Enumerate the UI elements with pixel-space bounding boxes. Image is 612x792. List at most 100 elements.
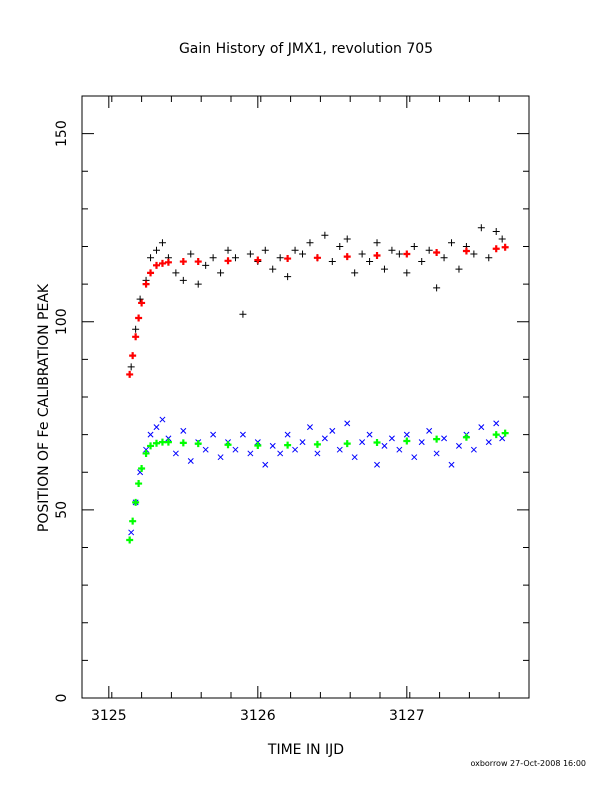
data-point	[128, 529, 135, 536]
data-point	[501, 243, 509, 251]
data-point	[194, 440, 202, 448]
data-point	[147, 254, 155, 262]
data-point	[499, 435, 506, 442]
data-point	[284, 273, 292, 281]
data-point	[314, 450, 321, 457]
data-point	[262, 461, 269, 468]
data-point	[269, 442, 276, 449]
data-point	[336, 446, 343, 453]
data-point	[373, 439, 381, 447]
data-point	[143, 446, 150, 453]
data-point	[129, 517, 137, 525]
data-point	[172, 269, 180, 277]
data-point	[299, 250, 307, 258]
data-point	[380, 265, 388, 273]
data-point	[344, 420, 351, 427]
data-point	[470, 446, 477, 453]
data-point	[374, 461, 380, 468]
data-point	[426, 427, 433, 434]
data-point	[172, 450, 179, 457]
data-point	[132, 498, 140, 506]
y-tick-label: 150	[54, 120, 70, 147]
data-point	[276, 254, 284, 262]
data-point	[159, 416, 166, 423]
data-point	[254, 256, 262, 264]
data-point	[418, 258, 426, 266]
data-point	[433, 284, 441, 292]
data-point	[492, 431, 500, 439]
data-point	[187, 250, 195, 258]
data-point	[351, 454, 358, 461]
data-point	[224, 246, 232, 254]
data-point	[165, 435, 172, 442]
data-point	[366, 258, 374, 266]
data-point	[179, 276, 187, 284]
data-point	[455, 265, 463, 273]
data-point	[153, 424, 160, 431]
data-point	[126, 370, 134, 378]
data-point	[403, 269, 411, 277]
data-point	[210, 431, 217, 438]
data-point	[231, 254, 239, 262]
data-point	[153, 439, 160, 447]
data-point	[138, 299, 146, 307]
data-point	[493, 420, 500, 427]
data-point	[313, 254, 321, 262]
data-point	[343, 235, 351, 243]
data-point	[217, 454, 224, 461]
series-3	[126, 429, 509, 544]
data-point	[477, 224, 485, 232]
y-axis-label: POSITION OF Fe CALIBRATION PEAK	[36, 283, 52, 532]
data-point	[180, 427, 187, 434]
data-point	[179, 439, 187, 447]
data-point	[127, 363, 135, 371]
data-point	[410, 243, 418, 250]
data-point	[433, 450, 440, 457]
data-point	[135, 480, 143, 488]
data-point	[328, 258, 336, 266]
data-point	[470, 250, 478, 258]
chart-title: Gain History of JMX1, revolution 705	[179, 41, 433, 57]
data-point	[306, 239, 314, 247]
data-point	[425, 246, 433, 254]
data-point	[492, 245, 500, 253]
series-0	[127, 224, 506, 371]
data-point	[126, 536, 134, 544]
data-point	[343, 440, 351, 448]
data-point	[158, 438, 166, 446]
data-point	[232, 446, 239, 453]
data-point	[306, 424, 313, 431]
data-point	[501, 429, 509, 437]
data-point	[366, 431, 373, 438]
data-point	[246, 250, 254, 258]
data-point	[158, 239, 166, 247]
data-point	[284, 441, 292, 449]
y-tick-label: 100	[54, 308, 70, 335]
data-point	[136, 295, 144, 303]
data-point	[292, 446, 299, 453]
data-point	[194, 280, 202, 288]
data-marks	[126, 224, 509, 544]
series-1	[126, 243, 509, 378]
data-point	[129, 352, 137, 360]
y-tick-label: 50	[54, 501, 70, 519]
data-point	[351, 269, 359, 277]
data-point	[433, 435, 441, 443]
data-point	[321, 435, 328, 442]
data-point	[284, 255, 292, 263]
data-point	[132, 333, 140, 341]
data-point	[153, 246, 160, 254]
series-2	[128, 416, 506, 536]
data-point	[239, 310, 247, 318]
axes: 3125 3126 3127 0 50 100 150	[54, 95, 530, 724]
data-point	[202, 446, 209, 453]
data-point	[343, 253, 351, 261]
data-point	[142, 449, 150, 457]
data-point	[411, 454, 418, 461]
x-tick-label: 3125	[91, 708, 127, 724]
data-point	[395, 250, 403, 258]
data-point	[381, 442, 388, 449]
data-point	[277, 450, 284, 457]
data-point	[358, 250, 366, 258]
